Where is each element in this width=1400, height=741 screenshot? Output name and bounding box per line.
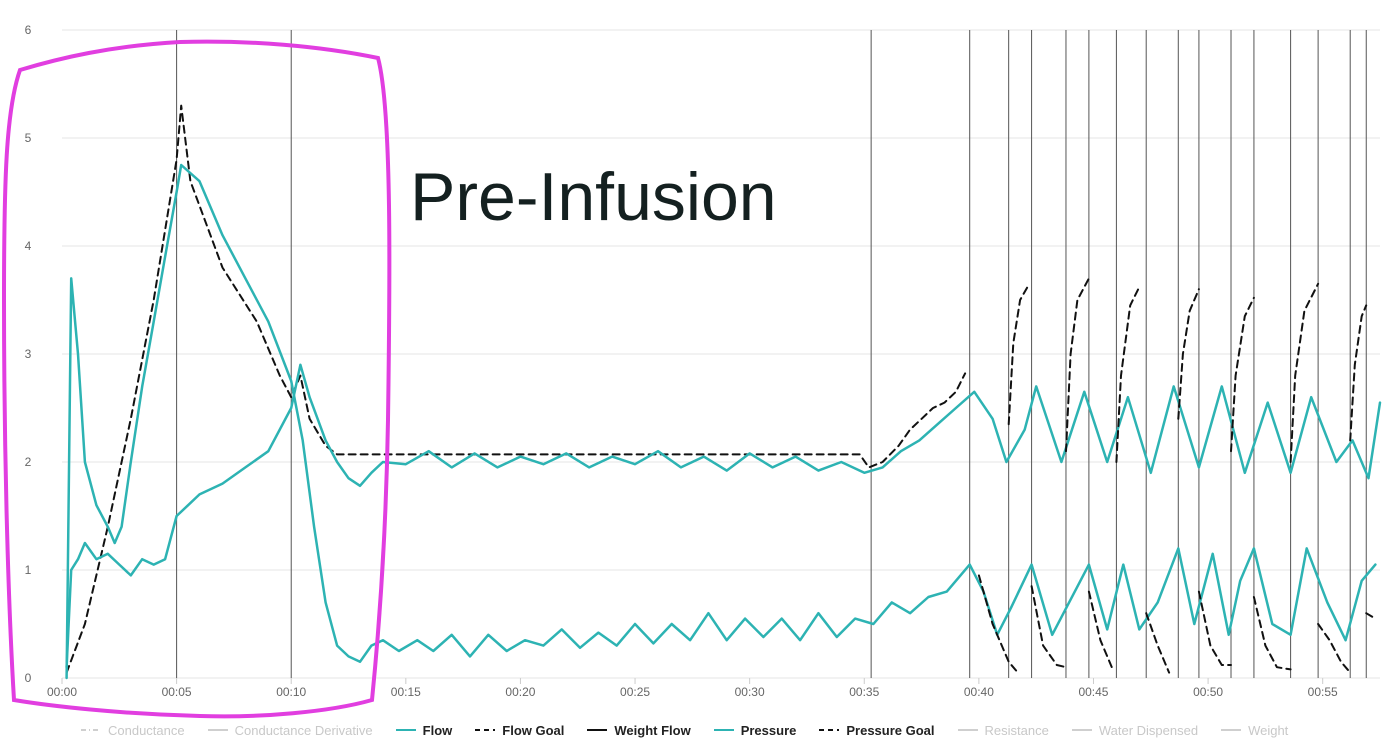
x-tick-label: 00:10: [276, 685, 306, 699]
legend-item-weight[interactable]: Weight: [1220, 723, 1288, 738]
x-tick-label: 00:25: [620, 685, 650, 699]
series-flow-goal-cycles: [1007, 282, 1031, 426]
series-lines: [65, 104, 1382, 680]
legend-swatch-icon: [207, 729, 228, 731]
legend-label: Flow: [422, 722, 453, 738]
legend-item-flow[interactable]: Flow: [395, 722, 453, 738]
legend-item-water-dispensed[interactable]: Water Dispensed: [1071, 723, 1198, 738]
x-tick-label: 00:30: [735, 685, 765, 699]
x-axis-ticks: 00:00 00:05 00:10 00:15 00:20 00:25 00:30 00:35…: [47, 678, 1338, 699]
legend-item-resistance[interactable]: Resistance: [957, 723, 1049, 738]
legend-swatch-icon: [81, 729, 101, 731]
series-flow-goal-cycles: [1349, 304, 1368, 442]
series-flow-goal-cycles: [1230, 296, 1255, 453]
legend-label: Resistance: [984, 722, 1049, 738]
legend-item-conductance-derivative[interactable]: Conductance Derivative: [207, 723, 373, 738]
highlight-ring: [1, 39, 392, 719]
phase-markers: [176, 30, 1367, 678]
series-flow-goal-cycles: [1177, 288, 1200, 420]
legend-swatch-icon: [1071, 729, 1092, 731]
legend-label: Pressure Goal: [846, 722, 935, 738]
series-flow: [65, 363, 1382, 669]
y-tick-label: 6: [25, 23, 32, 37]
legend-item-pressure-goal[interactable]: Pressure Goal: [818, 722, 935, 738]
series-pressure-goal: [1197, 590, 1232, 666]
legend-item-pressure[interactable]: Pressure: [713, 722, 797, 738]
chart-legend: Conductance Conductance Derivative Flow Flo…: [80, 720, 1380, 740]
x-tick-label: 00:50: [1193, 685, 1223, 699]
legend-label: Weight Flow: [614, 722, 691, 738]
legend-swatch-icon: [957, 729, 978, 731]
legend-swatch-icon: [819, 729, 840, 731]
series-pressure-goal: [1365, 612, 1377, 620]
series-pressure-goal: [977, 574, 1019, 674]
series-pressure-goal: [1030, 585, 1067, 669]
x-tick-label: 00:55: [1308, 685, 1338, 699]
legend-label: Conductance: [108, 722, 185, 738]
legend-swatch-icon: [395, 729, 416, 731]
legend-swatch-icon: [1221, 729, 1242, 731]
y-tick-label: 3: [25, 347, 32, 361]
annotation-pre-infusion: Pre-Infusion: [410, 159, 777, 235]
legend-label: Pressure: [740, 722, 797, 738]
x-tick-label: 00:45: [1078, 685, 1108, 699]
legend-swatch-icon: [587, 729, 608, 731]
x-tick-label: 00:20: [505, 685, 535, 699]
series-pressure-goal: [1317, 623, 1352, 674]
legend-label: Water Dispensed: [1098, 722, 1199, 738]
legend-item-flow-goal[interactable]: Flow Goal: [474, 723, 564, 738]
legend-item-weight-flow[interactable]: Weight Flow: [586, 722, 691, 738]
y-tick-label: 4: [25, 239, 32, 253]
y-tick-label: 0: [25, 671, 32, 685]
legend-label: Conductance Derivative: [234, 722, 373, 738]
legend-label: Weight: [1248, 722, 1289, 738]
x-tick-label: 00:35: [849, 685, 879, 699]
y-tick-label: 5: [25, 131, 32, 145]
x-tick-label: 00:40: [964, 685, 994, 699]
legend-item-conductance[interactable]: Conductance: [80, 723, 185, 738]
y-axis-ticks: 0 1 2 3 4 5 6: [25, 23, 32, 685]
series-flow-goal-cycles: [1065, 277, 1090, 453]
x-tick-label: 00:00: [47, 685, 77, 699]
series-pressure-goal: [1145, 612, 1171, 674]
legend-swatch-icon: [713, 729, 734, 731]
legend-label: Flow Goal: [502, 722, 565, 738]
series-pressure: [65, 163, 1377, 680]
x-tick-label: 00:15: [391, 685, 421, 699]
series-flow-goal-cycles: [1115, 286, 1141, 463]
legend-swatch-icon: [475, 729, 496, 731]
y-tick-label: 2: [25, 455, 32, 469]
series-flow-goal-cycles: [1289, 282, 1320, 463]
y-tick-label: 1: [25, 563, 32, 577]
series-pressure-goal: [1087, 590, 1118, 669]
x-tick-label: 00:05: [162, 685, 192, 699]
series-pressure-goal: [1252, 596, 1292, 671]
